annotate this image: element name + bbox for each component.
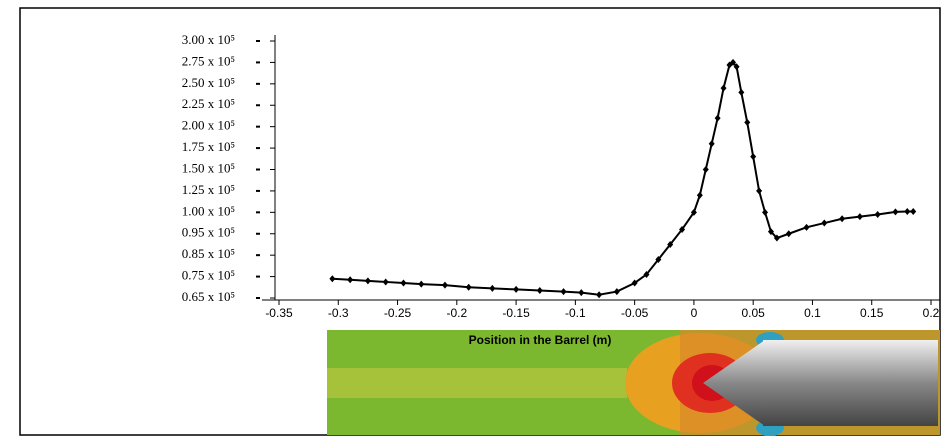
marker [730, 58, 737, 66]
x-tick-label: -0.25 [384, 306, 412, 320]
marker [655, 255, 662, 263]
simulation-image [327, 330, 940, 436]
marker [702, 166, 709, 173]
y-tick-label: 3.00 x 10⁵ [182, 32, 235, 47]
marker [910, 207, 917, 215]
marker [767, 228, 774, 236]
marker [762, 208, 769, 216]
marker [785, 230, 792, 238]
marker [892, 208, 899, 216]
marker [690, 208, 697, 216]
marker [441, 281, 448, 289]
marker [773, 234, 780, 242]
marker [596, 291, 603, 299]
x-tick-label: -0.35 [265, 306, 293, 320]
marker [513, 285, 520, 293]
marker [750, 153, 757, 161]
x-tick-label: 0.15 [860, 306, 884, 320]
x-tick-label: -0.3 [328, 306, 349, 320]
marker [489, 284, 496, 292]
y-tick-label: 0.65 x 10⁵ [182, 289, 235, 304]
y-tick-label: 1.25 x 10⁵ [182, 182, 235, 197]
y-tick-label: 1.00 x 10⁵ [182, 203, 235, 218]
marker [738, 88, 745, 96]
marker [733, 63, 740, 71]
y-tick-label: 2.75 x 10⁵ [182, 53, 235, 68]
marker [418, 280, 425, 288]
marker [756, 187, 763, 195]
y-tick-label: 1.75 x 10⁵ [182, 139, 235, 154]
marker [382, 278, 389, 286]
marker [856, 213, 863, 221]
y-tick-label: 2.50 x 10⁵ [182, 75, 235, 90]
marker [720, 84, 727, 92]
marker [364, 277, 371, 285]
y-tick-label: 2.00 x 10⁵ [182, 118, 235, 133]
y-tick-label: 0.85 x 10⁵ [182, 246, 235, 261]
x-tick-label: 0.2 [923, 306, 940, 320]
x-tick-label: -0.15 [502, 306, 530, 320]
x-tick-label: 0.05 [742, 306, 766, 320]
marker [560, 288, 567, 296]
marker [643, 270, 650, 278]
y-tick-label: 2.25 x 10⁵ [182, 96, 235, 111]
marker [714, 114, 721, 122]
y-tick-label: 0.95 x 10⁵ [182, 225, 235, 240]
marker [631, 279, 638, 287]
x-tick-label: -0.05 [621, 306, 649, 320]
marker [708, 140, 715, 148]
marker [613, 288, 620, 296]
marker [696, 191, 703, 199]
x-tick-label: 0 [691, 306, 698, 320]
x-tick-label: 0.1 [804, 306, 821, 320]
marker [874, 210, 881, 218]
x-axis-label: Position in the Barrel (m) [469, 333, 612, 347]
y-tick-label: 0.75 x 10⁵ [182, 268, 235, 283]
x-tick-label: -0.2 [446, 306, 467, 320]
marker [821, 219, 828, 227]
x-tick-label: -0.1 [565, 306, 586, 320]
marker [904, 207, 911, 215]
y-tick-label: 1.50 x 10⁵ [182, 160, 235, 175]
marker [667, 240, 674, 248]
marker [329, 275, 336, 283]
marker [536, 287, 543, 295]
marker [839, 215, 846, 223]
marker [465, 283, 472, 291]
marker [347, 276, 354, 284]
marker [679, 225, 686, 233]
marker [400, 279, 407, 287]
marker [744, 118, 751, 126]
marker [578, 289, 585, 297]
marker [803, 223, 810, 231]
